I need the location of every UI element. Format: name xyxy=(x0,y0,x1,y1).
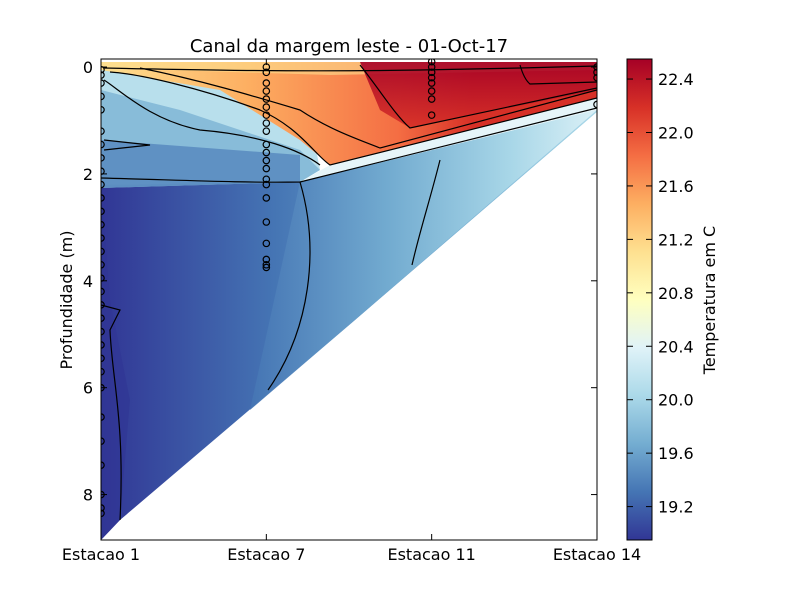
colorbar-tick-label: 20.8 xyxy=(658,284,694,303)
y-tick-label: 6 xyxy=(83,379,93,398)
y-axis-label: Profundidade (m) xyxy=(57,230,76,369)
colorbar-tick-label: 22.4 xyxy=(658,70,694,89)
x-tick-label: Estacao 14 xyxy=(553,545,641,564)
colorbar-tick-label: 20.4 xyxy=(658,337,694,356)
colorbar-tick-label: 21.6 xyxy=(658,177,694,196)
colorbar-tick-label: 19.6 xyxy=(658,444,694,463)
y-tick-label: 0 xyxy=(83,58,93,77)
y-tick-label: 8 xyxy=(83,486,93,505)
colorbar: 19.2 19.6 20.0 20.4 20.8 21.2 21.6 22.0 22.4 Tem… xyxy=(627,59,719,540)
x-tick-label: Estacao 7 xyxy=(227,545,305,564)
chart-title: Canal da margem leste - 01-Oct-17 xyxy=(190,36,508,57)
temperature-heatmap xyxy=(101,62,597,540)
colorbar-tick-label: 20.0 xyxy=(658,391,694,410)
x-tick-label: Estacao 1 xyxy=(62,545,140,564)
colorbar-gradient xyxy=(627,59,652,540)
y-tick-label: 4 xyxy=(83,272,93,291)
colorbar-tick-label: 19.2 xyxy=(658,498,694,517)
colorbar-tick-label: 21.2 xyxy=(658,230,694,249)
y-tick-label: 2 xyxy=(83,165,93,184)
colorbar-tick-label: 22.0 xyxy=(658,123,694,142)
x-tick-label: Estacao 11 xyxy=(387,545,475,564)
colorbar-label: Temperatura em C xyxy=(700,226,719,375)
